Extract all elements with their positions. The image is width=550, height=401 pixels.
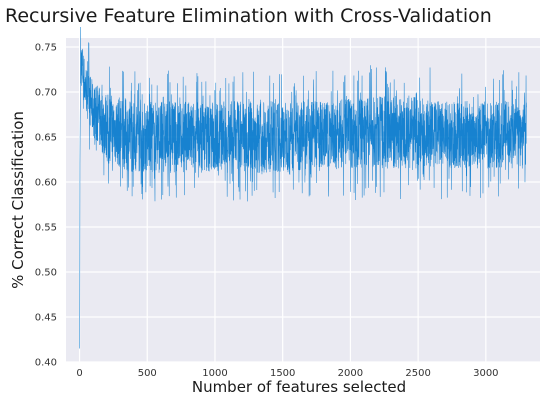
x-tick-label: 1000 — [202, 368, 227, 379]
chart-title: Recursive Feature Elimination with Cross… — [5, 5, 492, 27]
x-tick-labels: 0 500 1000 1500 2000 2500 3000 — [76, 368, 498, 379]
y-tick-label: 0.40 — [35, 358, 57, 369]
series-line — [79, 26, 527, 349]
y-tick-labels: 0.40 0.45 0.50 0.55 0.60 0.65 0.70 0.75 — [35, 43, 57, 369]
y-axis-label: % Correct Classification — [9, 111, 27, 289]
y-tick-label: 0.65 — [35, 133, 57, 144]
y-tick-label: 0.50 — [35, 268, 57, 279]
y-tick-label: 0.75 — [35, 43, 57, 54]
x-tick-label: 500 — [138, 368, 157, 379]
y-tick-label: 0.55 — [35, 223, 57, 234]
x-tick-label: 1500 — [270, 368, 295, 379]
x-tick-label: 3000 — [473, 368, 498, 379]
plot-area — [66, 38, 540, 362]
x-axis-label: Number of features selected — [192, 378, 406, 396]
y-tick-label: 0.70 — [35, 88, 57, 99]
y-tick-label: 0.45 — [35, 313, 57, 324]
y-tick-label: 0.60 — [35, 178, 57, 189]
data-series — [79, 26, 527, 349]
x-tick-label: 0 — [76, 368, 82, 379]
x-tick-label: 2500 — [405, 368, 430, 379]
x-tick-label: 2000 — [338, 368, 363, 379]
